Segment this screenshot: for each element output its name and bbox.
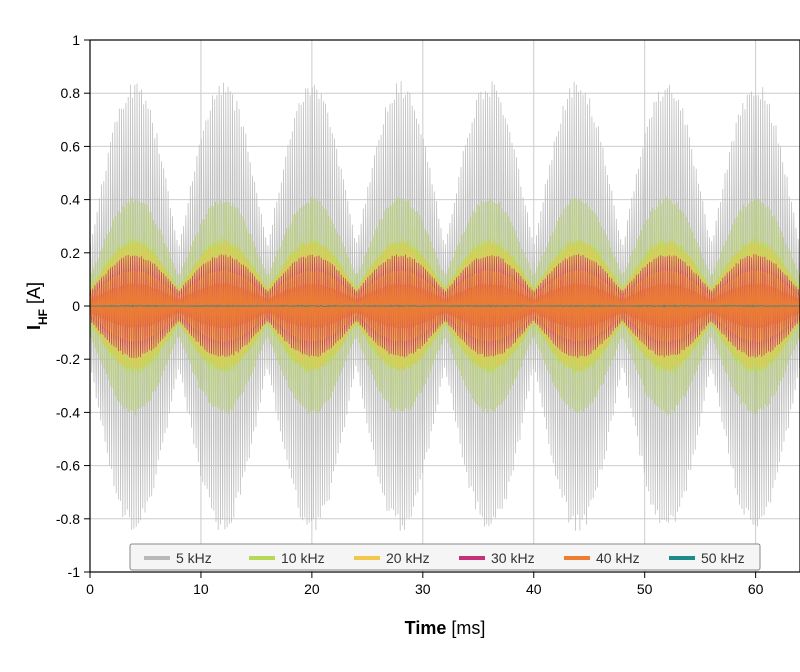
y-axis-label: IHF [A] [24,282,50,330]
xtick-label: 10 [193,581,209,597]
x-axis-label: Time [ms] [405,618,486,638]
chart-svg: 0 10 20 30 40 50 60 -1 -0.8 -0.6 -0.4 -0.2 0 0.2 0.4 0.… [20,20,800,652]
ytick-label: 1 [72,32,80,48]
ytick-label: -0.2 [56,351,80,367]
legend-label: 10 kHz [281,550,325,566]
ytick-label: 0.4 [61,192,81,208]
ytick-label: 0.8 [61,85,81,101]
ytick-label: -1 [68,564,81,580]
legend-label: 30 kHz [491,550,535,566]
legend-label: 50 kHz [701,550,745,566]
ytick-label: 0.2 [61,245,81,261]
xtick-label: 60 [748,581,764,597]
ytick-label: -0.4 [56,404,80,420]
legend-label: 20 kHz [386,550,430,566]
ytick-label: -0.6 [56,458,80,474]
legend-label: 5 kHz [176,550,212,566]
xtick-label: 40 [526,581,542,597]
ytick-label: -0.8 [56,511,80,527]
hf-current-chart: 0 10 20 30 40 50 60 -1 -0.8 -0.6 -0.4 -0.2 0 0.2 0.4 0.… [20,20,800,652]
legend: 5 kHz 10 kHz 20 kHz 30 kHz 40 kHz 50 kHz [130,544,760,570]
xtick-label: 20 [304,581,320,597]
xtick-label: 50 [637,581,653,597]
legend-label: 40 kHz [596,550,640,566]
xtick-label: 0 [86,581,94,597]
ytick-label: 0 [72,298,80,314]
xtick-label: 30 [415,581,431,597]
ytick-label: 0.6 [61,138,81,154]
